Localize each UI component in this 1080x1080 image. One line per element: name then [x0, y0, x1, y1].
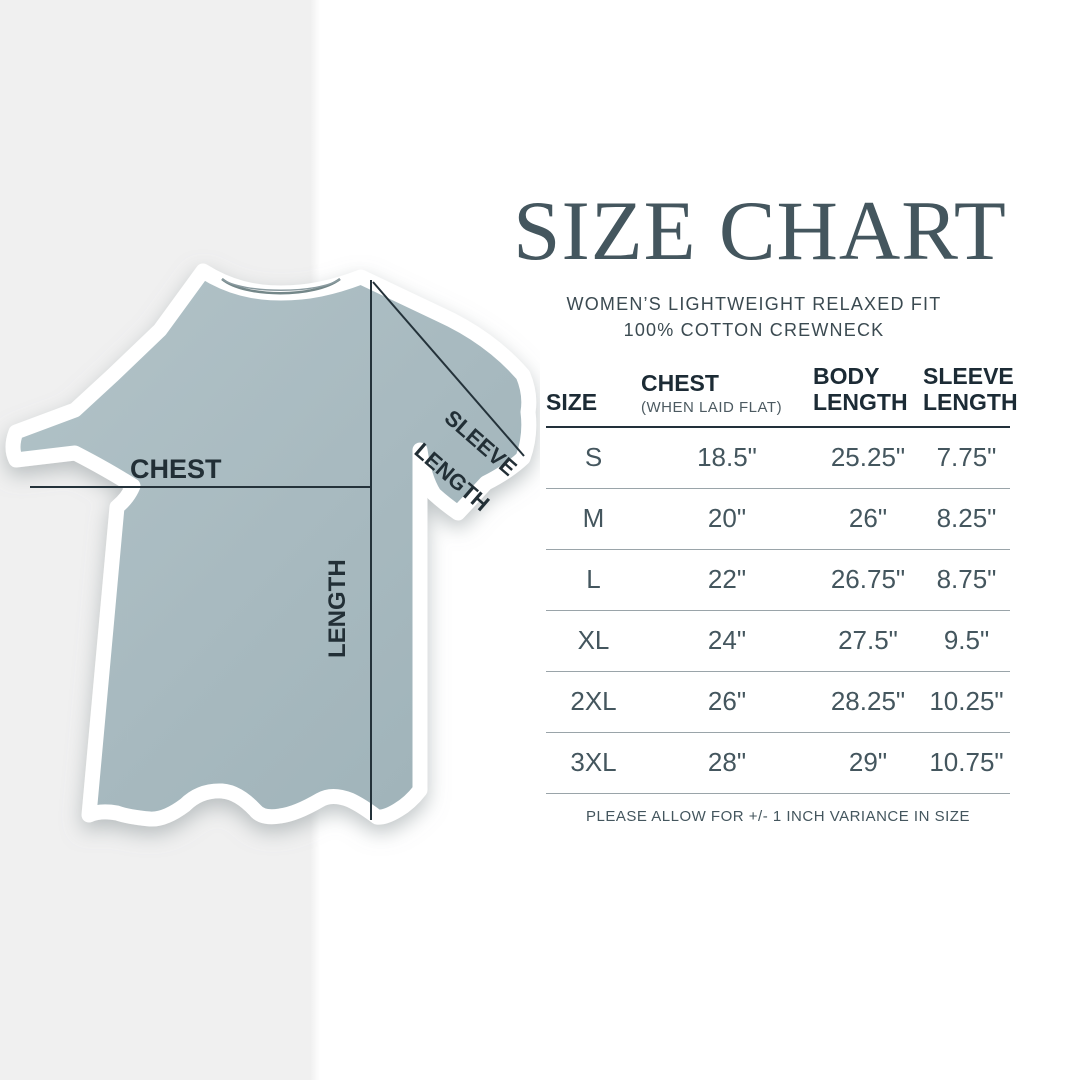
svg-text:LENGTH: LENGTH: [324, 559, 351, 658]
svg-text:CHEST: CHEST: [130, 454, 222, 484]
